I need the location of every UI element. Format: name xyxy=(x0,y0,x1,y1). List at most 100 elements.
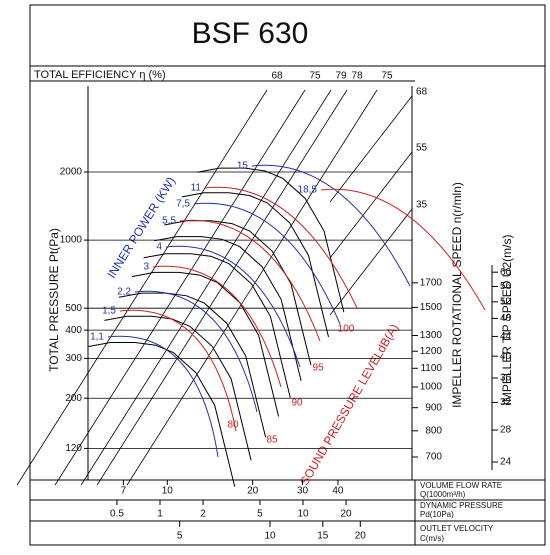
power-value-label: 7,5 xyxy=(176,199,190,210)
velocity-tick-label: 5 xyxy=(177,531,183,542)
power-curve xyxy=(107,335,219,458)
power-curve xyxy=(251,164,411,287)
chart-title: BSF 630 xyxy=(192,17,309,50)
dynamic-tick-label: 0.5 xyxy=(110,509,124,520)
upper-tick-label: 55 xyxy=(416,143,428,154)
fan-curve xyxy=(143,253,291,398)
fan-curve xyxy=(118,292,267,438)
dynamic-tick-label: 2 xyxy=(200,509,206,520)
sound-label: SOUND PRESSURE LEVELdB(A) xyxy=(297,321,401,487)
y-tick-label: 1000 xyxy=(60,235,83,246)
sound-value-label: 80 xyxy=(227,420,239,431)
upper-line xyxy=(329,151,413,259)
power-curve xyxy=(119,309,237,432)
x-tick-label: 40 xyxy=(332,486,344,497)
speed-tick-label: 800 xyxy=(425,425,442,436)
upper-tick-label: 68 xyxy=(416,87,428,98)
tip-speed-tick-label: 60 xyxy=(500,267,512,278)
power-label: INNER POWER (KW) xyxy=(104,174,178,280)
fan-curve xyxy=(197,167,345,313)
speed-tick-label: 700 xyxy=(425,452,442,463)
speed-tick-label: 1500 xyxy=(420,302,443,313)
efficiency-line xyxy=(54,89,306,486)
x-tick-label: 10 xyxy=(162,486,174,497)
velocity-label: C(m/s) xyxy=(420,534,444,543)
power-value-label: 3 xyxy=(143,262,149,273)
power-value-label: 18,5 xyxy=(298,185,318,196)
speed-tick-label: 1300 xyxy=(420,330,443,341)
velocity-label: OUTLET VELOCITY xyxy=(420,524,494,533)
speed-tick-label: 1700 xyxy=(420,277,443,288)
sound-value-label: 85 xyxy=(266,435,278,446)
dynamic-tick-label: 5 xyxy=(257,509,263,520)
y-tick-label: 300 xyxy=(65,353,82,364)
efficiency-label: TOTAL EFFICIENCY η (%) xyxy=(34,69,166,81)
y-tick-label: 500 xyxy=(65,303,82,314)
sound-value-label: 90 xyxy=(291,398,303,409)
power-curve xyxy=(165,245,301,368)
sound-value-label: 95 xyxy=(312,363,324,374)
fan-curve xyxy=(104,315,252,461)
speed-tick-label: 1000 xyxy=(420,382,443,393)
dynamic-tick-label: 20 xyxy=(340,509,352,520)
tip-speed-tick-label: 24 xyxy=(500,457,512,468)
tip-speed-tick-label: 56 xyxy=(500,281,512,292)
upper-line xyxy=(329,208,413,316)
frame xyxy=(29,4,546,546)
tip-speed-tick-label: 32 xyxy=(500,397,512,408)
tip-speed-tick-label: 48 xyxy=(500,313,512,324)
efficiency-tick-label: 75 xyxy=(309,71,321,82)
tip-speed-tick-label: 44 xyxy=(500,331,512,342)
y-tick-label: 200 xyxy=(65,393,82,404)
power-value-label: 5,5 xyxy=(162,216,176,227)
tip-speed-tick-label: 40 xyxy=(500,351,512,362)
tip-speed-tick-label: 36 xyxy=(500,373,512,384)
dynamic-tick-label: 1 xyxy=(157,509,163,520)
efficiency-line xyxy=(96,89,348,486)
y-tick-label: 2000 xyxy=(60,167,83,178)
x-tick-label: 30 xyxy=(297,486,309,497)
y-axis-label: TOTAL PRESSURE Pt(Pa) xyxy=(47,228,61,372)
efficiency-tick-label: 68 xyxy=(271,71,283,82)
velocity-tick-label: 15 xyxy=(317,531,329,542)
tip-speed-axis-label: IMPELLER TIP SPEED U2(m/s) xyxy=(500,235,514,406)
upper-tick-label: 35 xyxy=(416,200,428,211)
power-value-label: 2,2 xyxy=(117,287,131,298)
power-value-label: 1,1 xyxy=(90,332,104,343)
power-curve xyxy=(204,186,358,309)
speed-tick-label: 900 xyxy=(425,402,442,413)
speed-tick-label: 1100 xyxy=(420,363,442,374)
power-curve xyxy=(193,202,341,325)
sound-value-label: 100 xyxy=(338,324,355,335)
power-curve xyxy=(179,219,321,342)
dynamic-label: Pd(10Pa) xyxy=(420,510,454,519)
fan-curve xyxy=(181,192,329,338)
efficiency-line xyxy=(126,89,378,486)
x-tick-label: 20 xyxy=(247,486,259,497)
efficiency-tick-label: 79 xyxy=(335,71,347,82)
tip-speed-tick-label: 52 xyxy=(500,296,512,307)
flow-label: Q(1000m³/h) xyxy=(420,490,466,499)
y-tick-label: 400 xyxy=(65,325,82,336)
velocity-tick-label: 20 xyxy=(355,531,367,542)
fan-curve xyxy=(164,220,312,366)
efficiency-tick-label: 75 xyxy=(381,71,393,82)
speed-tick-label: 1200 xyxy=(420,346,443,357)
x-tick-label: 7 xyxy=(121,486,127,497)
power-curve xyxy=(152,265,282,388)
power-curve xyxy=(134,290,258,413)
y-tick-label: 120 xyxy=(65,443,82,454)
dynamic-label: DYNAMIC PRESSURE xyxy=(420,501,503,510)
power-value-label: 11 xyxy=(191,183,202,194)
tip-speed-tick-label: 28 xyxy=(500,425,512,436)
power-value-label: 4 xyxy=(156,242,162,253)
flow-label: VOLUME FLOW RATE xyxy=(420,481,502,490)
fan-curve xyxy=(131,271,280,417)
dynamic-tick-label: 10 xyxy=(297,509,309,520)
power-value-label: 1,5 xyxy=(102,306,116,317)
velocity-tick-label: 10 xyxy=(264,531,276,542)
fan-curve xyxy=(154,236,302,381)
efficiency-tick-label: 78 xyxy=(351,71,363,82)
efficiency-line xyxy=(80,89,332,486)
